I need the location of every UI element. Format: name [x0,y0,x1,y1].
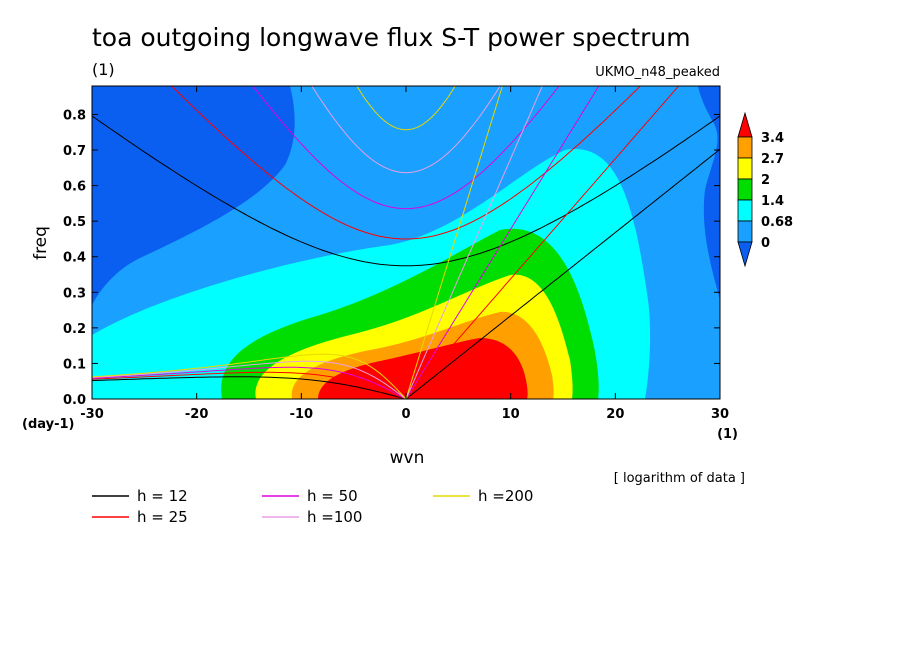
y-tick-label: 0.7 [63,144,86,159]
dispersion-curve-rossby [92,360,407,399]
dispersion-curve-gravity [92,115,720,267]
y-tick-label: 0.0 [63,393,86,408]
x-tick-label: -20 [185,407,209,422]
legend-label: h =100 [307,508,362,526]
dispersion-curve-gravity [356,86,456,131]
colorbar-label: 3.4 [761,131,784,146]
x-units-label: (1) [717,427,738,442]
model-label: UKMO_n48_peaked [595,65,720,80]
colorbar-label: 1.4 [761,194,784,209]
y-axis-ticks: 0.0 0.1 0.2 0.3 0.4 0.5 0.6 0.7 0.8 [63,108,720,408]
dispersion-curve-kelvin [405,148,720,399]
x-tick-label: 0 [401,407,410,422]
colorbar: 0 0.68 1.4 2 2.7 3.4 [737,111,793,268]
legend-label: h = 50 [307,487,358,505]
x-tick-label: -10 [290,407,314,422]
legend-label: h =200 [478,487,533,505]
dispersion-curve-kelvin [405,86,600,399]
y-tick-label: 0.3 [63,286,86,301]
colorbar-label: 2 [761,173,770,188]
x-axis-label: wvn [390,448,425,468]
contour-fills [92,86,720,399]
y-tick-label: 0.8 [63,108,86,123]
legend: h = 12 h = 25 h = 50 h =100 h =200 [92,487,533,526]
units-label: (1) [92,60,115,79]
dispersion-curve-kelvin [405,86,543,399]
x-tick-label: 30 [711,407,729,422]
y-units-label: (day-1) [22,417,74,432]
dispersion-curve-rossby [92,371,407,399]
colorbar-label: 2.7 [761,152,784,167]
dispersion-curve-rossby [92,366,407,399]
dispersion-curve-kelvin [405,86,503,399]
dispersion-curve-kelvin [405,86,680,399]
fill-band-0-left [92,86,295,305]
x-tick-label: 20 [606,407,624,422]
x-tick-label: 10 [502,407,520,422]
colorbar-swatch [737,199,753,222]
y-tick-label: 0.1 [63,357,86,372]
dispersion-curve-rossby [92,376,407,399]
log-note: [ logarithm of data ] [614,471,745,486]
dispersion-curve-gravity [170,86,642,240]
colorbar-swatch [737,178,753,201]
colorbar-swatch [737,136,753,159]
colorbar-swatch [737,220,753,243]
dispersion-curve-rossby [92,353,407,399]
colorbar-label: 0 [761,236,770,251]
y-tick-label: 0.4 [63,251,86,266]
y-tick-label: 0.6 [63,180,86,195]
x-axis-ticks: -30 -20 -10 0 10 20 30 [80,86,729,422]
y-tick-label: 0.5 [63,215,86,230]
plot-area: -30 -20 -10 0 10 20 30 0.00.10.20.30.40.50.60.… [63,85,729,422]
y-tick-label: 0.2 [63,322,86,337]
colorbar-label: 0.68 [761,215,793,230]
dispersion-curves [92,86,720,399]
colorbar-swatch [737,157,753,180]
chart-title: toa outgoing longwave flux S-T power spe… [92,23,691,52]
colorbar-bottom-arrow [737,241,753,268]
fill-band-3-4 [318,338,528,399]
y-axis-label: freq [31,226,51,260]
x-tick-label: -30 [80,407,104,422]
dispersion-curve-gravity [252,86,560,210]
colorbar-top-arrow [737,111,753,138]
legend-label: h = 25 [137,508,188,526]
dispersion-curve-gravity [311,86,501,174]
legend-label: h = 12 [137,487,188,505]
fill-band-0-right [698,86,720,300]
